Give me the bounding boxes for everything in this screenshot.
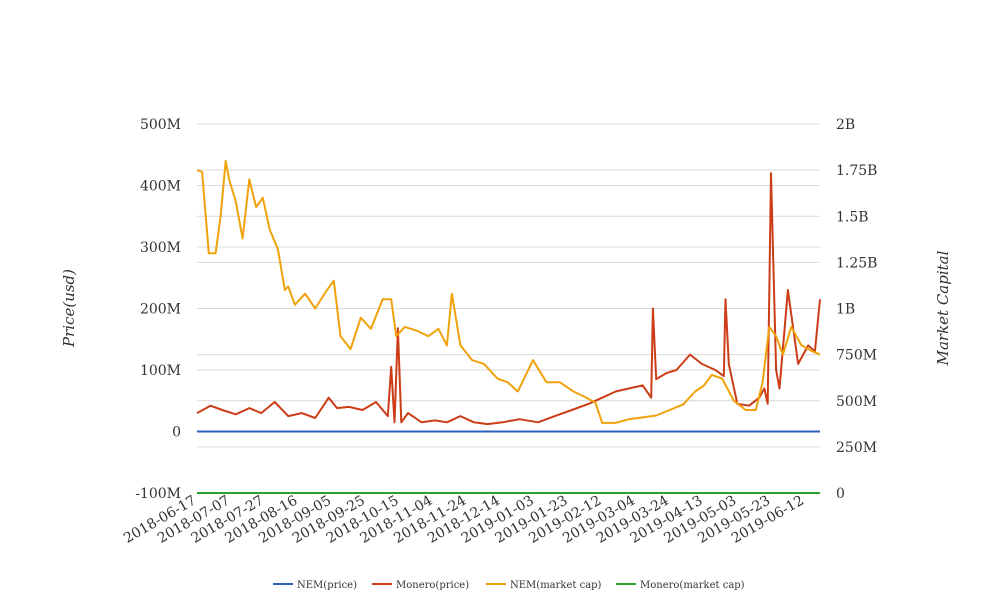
legend-label: Monero(price) (396, 580, 469, 591)
legend-label: NEM(market cap) (510, 580, 602, 591)
left-axis-title: Price(usd) (60, 269, 78, 348)
y2-tick-label: 0 (836, 486, 845, 502)
y2-tick-label: 1.25B (836, 255, 877, 271)
legend-item: Monero(price) (372, 580, 469, 591)
legend: NEM(price) Monero(price) NEM(market cap) Mo… (273, 580, 745, 591)
legend-label: NEM(price) (297, 580, 357, 591)
y2-tick-label: 1B (836, 302, 855, 318)
y-tick-label: 100M (140, 363, 181, 379)
y-tick-label: 400M (140, 179, 181, 195)
legend-label: Monero(market cap) (640, 580, 745, 591)
y-tick-label: 300M (140, 240, 181, 256)
y2-tick-label: 750M (836, 348, 877, 364)
y-tick-label: -100M (135, 486, 181, 502)
y2-tick-label: 2B (836, 117, 855, 133)
gridlines (197, 123, 820, 494)
legend-item: NEM(market cap) (486, 580, 602, 591)
y-tick-label: 0 (172, 425, 181, 441)
y-tick-label: 500M (140, 117, 181, 133)
legend-item: Monero(market cap) (616, 580, 745, 591)
series-lines (196, 159, 821, 494)
series-line-nem-market-cap (196, 159, 821, 424)
right-y-axis: 0 250M 500M 750M 1B 1.25B 1.5B 1.75B 2B (836, 117, 877, 502)
x-axis: 2018-06-172018-07-072018-07-272018-08-16… (121, 493, 807, 547)
legend-item: NEM(price) (273, 580, 357, 591)
left-y-axis: -100M 0 100M 200M 300M 400M 500M (135, 117, 181, 502)
y2-tick-label: 250M (836, 440, 877, 456)
y2-tick-label: 500M (836, 394, 877, 410)
right-axis-title: Market Capital (934, 250, 952, 366)
y-tick-label: 200M (140, 302, 181, 318)
y2-tick-label: 1.75B (836, 163, 877, 179)
y2-tick-label: 1.5B (836, 209, 869, 225)
